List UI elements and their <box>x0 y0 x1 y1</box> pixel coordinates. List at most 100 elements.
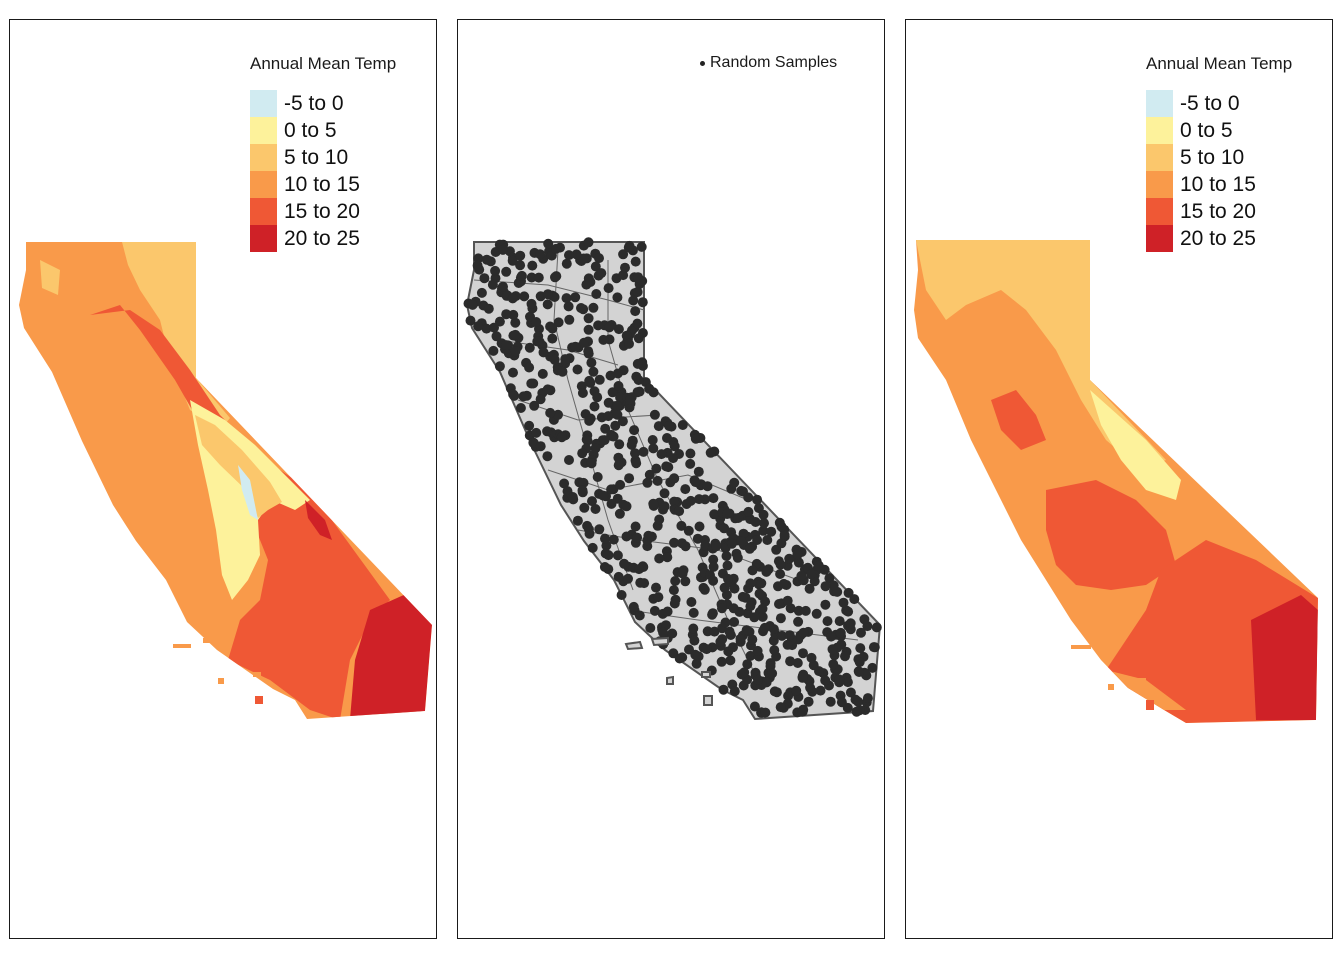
sample-point <box>815 685 826 696</box>
sample-point <box>630 521 641 532</box>
sample-point <box>583 346 594 357</box>
sample-point <box>683 525 694 536</box>
sample-point <box>744 543 755 554</box>
sample-point <box>811 608 822 619</box>
sample-point <box>651 582 661 593</box>
sample-point <box>692 533 703 544</box>
sample-point <box>508 367 518 378</box>
sample-point <box>481 323 492 334</box>
sample-point <box>693 651 704 662</box>
sample-point <box>529 400 540 411</box>
sample-point <box>664 421 675 431</box>
sample-point <box>793 616 804 627</box>
sample-point <box>720 617 731 628</box>
sample-point <box>782 639 793 650</box>
sample-point <box>840 651 850 662</box>
random-samples-map <box>463 237 882 721</box>
sample-point <box>645 623 656 633</box>
sample-point <box>612 550 623 561</box>
sample-point <box>729 583 740 594</box>
sample-point <box>606 498 617 509</box>
sample-point <box>775 559 786 570</box>
sample-point <box>756 578 767 589</box>
sample-point <box>784 630 795 641</box>
sample-point <box>838 597 849 608</box>
sample-point <box>543 238 554 249</box>
sample-point <box>589 401 600 412</box>
sample-point <box>708 493 719 504</box>
sample-point <box>537 368 548 379</box>
sample-point <box>624 395 635 406</box>
sample-point <box>516 270 527 281</box>
sample-point <box>718 684 729 695</box>
sample-point <box>535 441 546 452</box>
sample-point <box>476 287 487 298</box>
sample-point <box>628 601 639 612</box>
sample-point <box>564 250 574 261</box>
sample-point <box>656 449 667 460</box>
sample-point <box>749 701 760 712</box>
sample-point <box>483 303 494 314</box>
sample-point <box>862 693 873 704</box>
sample-point <box>632 318 643 329</box>
sample-point <box>685 458 696 469</box>
legend-swatch <box>1146 198 1173 225</box>
sample-point <box>531 317 542 327</box>
sample-point <box>762 535 773 545</box>
sample-point <box>842 702 853 713</box>
sample-point <box>560 354 571 365</box>
observed-temperature-map <box>19 242 432 719</box>
sample-point <box>507 255 518 266</box>
sample-point <box>721 551 732 561</box>
sample-point <box>583 324 594 335</box>
sample-point <box>659 488 670 499</box>
sample-point <box>594 253 604 264</box>
sample-point <box>488 345 499 356</box>
sample-point <box>676 520 687 531</box>
legend-label: 5 to 10 <box>1180 146 1245 169</box>
sample-point <box>638 446 649 457</box>
sample-point <box>612 409 623 420</box>
sample-point <box>774 599 784 609</box>
sample-point <box>489 322 499 333</box>
sample-point <box>648 443 659 454</box>
sample-point <box>590 261 601 272</box>
sample-point <box>515 260 526 271</box>
sample-point <box>596 268 607 279</box>
sample-point <box>624 338 634 349</box>
sample-point <box>743 492 754 503</box>
sample-point <box>726 538 737 549</box>
sample-point <box>715 636 726 647</box>
sample-point <box>619 558 630 569</box>
sample-point <box>542 384 553 395</box>
sample-point <box>680 576 691 587</box>
sample-point <box>599 435 610 446</box>
sample-point <box>747 634 758 645</box>
sample-point <box>728 603 739 614</box>
temperature-legend: Annual Mean Temp -5 to 0 0 to 5 5 to 10 10 … <box>1146 54 1292 252</box>
sample-point <box>707 608 718 619</box>
sample-point <box>636 241 647 252</box>
sample-point <box>797 672 808 683</box>
sample-point <box>531 427 542 438</box>
sample-point <box>800 605 811 616</box>
sample-point <box>820 675 831 686</box>
sample-point <box>753 674 763 685</box>
legend-swatch <box>1146 117 1173 144</box>
sample-point <box>775 613 786 624</box>
legend-swatch <box>250 225 277 252</box>
sample-point <box>849 594 860 605</box>
sample-point <box>549 354 560 365</box>
sample-point <box>791 685 802 696</box>
sample-point <box>583 313 594 324</box>
legend-swatch <box>1146 171 1173 198</box>
sample-point <box>579 337 589 348</box>
sample-point <box>564 455 574 465</box>
sample-point <box>693 466 704 477</box>
sample-point <box>654 553 665 564</box>
sample-point <box>524 342 535 353</box>
sample-point <box>689 635 700 646</box>
sample-point <box>680 484 691 495</box>
sample-point <box>855 643 866 654</box>
sample-point <box>784 553 795 564</box>
